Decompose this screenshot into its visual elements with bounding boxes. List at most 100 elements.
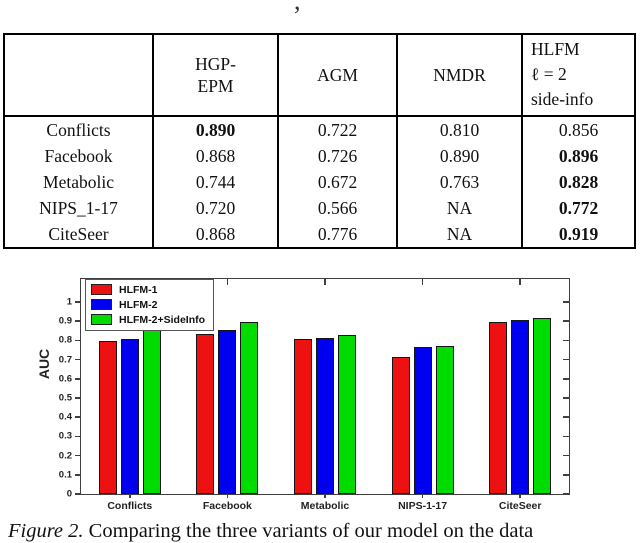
cell-value: 0.722 <box>277 117 396 143</box>
cell-value: 0.810 <box>396 117 521 143</box>
x-tick-label: Conflicts <box>107 500 153 512</box>
y-tick-label: 0.5 <box>58 392 72 404</box>
bar-hlfm-2 <box>511 320 530 494</box>
y-tick-right <box>563 339 569 342</box>
cell-value: 0.566 <box>277 195 396 221</box>
y-tick-right <box>563 416 569 418</box>
header-line: NMDR <box>433 65 486 85</box>
bar-group-citeseer <box>489 317 552 494</box>
header-line: ℓ = 2 <box>531 64 567 84</box>
x-tick-top <box>324 279 326 285</box>
bar-hlfm-1 <box>294 339 312 494</box>
bar-hlfm-2+sideinfo <box>142 329 161 494</box>
cell-value: NA <box>396 221 521 247</box>
y-tick-label: 0.1 <box>58 469 72 481</box>
y-tick-label: 0 <box>66 488 72 500</box>
y-tick-left <box>75 320 81 322</box>
y-tick-label: 0.3 <box>58 430 72 442</box>
y-tick-label: 1 <box>66 296 72 308</box>
bar-hlfm-1 <box>391 357 410 494</box>
bar-hlfm-2+sideinfo <box>533 317 552 494</box>
legend-swatch <box>91 284 112 295</box>
legend-label: HLFM-1 <box>119 283 158 296</box>
y-tick-right <box>563 320 569 322</box>
x-tick-label: NIPS-1-17 <box>398 500 448 512</box>
x-tick-label: CiteSeer <box>498 500 542 512</box>
y-tick-right <box>563 397 569 399</box>
header-line: EPM <box>197 76 234 96</box>
y-tick-right <box>563 493 569 495</box>
x-tick-bottom <box>324 494 326 498</box>
y-tick-left <box>75 416 81 418</box>
legend-item: HLFM-2 <box>91 298 205 311</box>
y-tick-label: 0.4 <box>58 411 72 423</box>
bar-hlfm-1 <box>98 341 117 494</box>
caption-figure-number: Figure 2. <box>8 520 84 542</box>
table-header-row: HGP- EPM AGM NMDR HLFM ℓ = 2 side-info <box>5 35 634 117</box>
header-line: AGM <box>317 65 358 85</box>
y-tick-label: 0.8 <box>58 334 72 346</box>
cell-value: 0.868 <box>152 143 277 169</box>
x-tick-bottom <box>519 494 521 498</box>
y-tick-right <box>563 358 569 361</box>
y-tick-label: 0.6 <box>58 373 72 385</box>
cell-value: 0.896 <box>521 143 634 169</box>
y-axis-label: AUC <box>36 348 52 380</box>
caption-text: Comparing the three variants of our mode… <box>83 520 534 542</box>
cutoff-text-fragment: , <box>294 0 301 15</box>
y-tick-left <box>75 454 81 457</box>
y-tick-label: 0.7 <box>58 354 72 366</box>
y-tick-left <box>75 378 81 380</box>
cell-value: 0.726 <box>277 143 396 169</box>
y-tick-left <box>75 435 81 438</box>
bar-group-metabolic <box>294 335 356 494</box>
cell-value: 0.890 <box>396 143 521 169</box>
x-tick-top <box>226 279 229 285</box>
x-tick-top <box>519 279 521 285</box>
row-label: Conflicts <box>46 120 111 140</box>
bar-hlfm-2 <box>316 338 334 494</box>
bar-group-facebook <box>196 322 259 494</box>
results-table: HGP- EPM AGM NMDR HLFM ℓ = 2 side-info C… <box>3 33 636 249</box>
bar-hlfm-1 <box>196 333 215 494</box>
cell-value: 0.828 <box>521 169 634 195</box>
header-line: side-info <box>531 89 594 109</box>
y-tick-left <box>75 397 81 399</box>
table-header-nmdr: NMDR <box>396 35 521 115</box>
x-tick-bottom <box>226 494 229 498</box>
row-label: NIPS_1-17 <box>39 198 118 218</box>
chart-legend: HLFM-1 HLFM-2 HLFM-2+SideInfo <box>85 279 215 331</box>
cell-value: 0.720 <box>152 195 277 221</box>
cell-value: NA <box>396 195 521 221</box>
x-tick-label: Metabolic <box>300 500 350 512</box>
header-line: HLFM <box>531 39 580 59</box>
bar-group-conflicts <box>98 329 161 494</box>
y-tick-right <box>563 474 569 476</box>
table-header-hlfm: HLFM ℓ = 2 side-info <box>521 35 634 115</box>
bar-hlfm-2+sideinfo <box>240 322 259 494</box>
x-tick-bottom <box>421 494 424 498</box>
cell-value: 0.763 <box>396 169 521 195</box>
row-label: Metabolic <box>43 172 114 192</box>
y-tick-label: 0.2 <box>58 450 72 462</box>
y-tick-left <box>75 493 81 495</box>
bar-hlfm-2+sideinfo <box>338 335 356 494</box>
legend-label: HLFM-2+SideInfo <box>119 313 206 326</box>
y-tick-left <box>75 339 81 342</box>
y-tick-left <box>75 474 81 476</box>
legend-swatch <box>91 314 112 325</box>
cell-value: 0.919 <box>521 221 634 247</box>
x-tick-label: Facebook <box>202 500 252 512</box>
table-row: CiteSeer 0.868 0.776 NA 0.919 <box>5 221 634 247</box>
table-row: NIPS_1-17 0.720 0.566 NA 0.772 <box>5 195 634 221</box>
bar-hlfm-2+sideinfo <box>435 345 454 494</box>
legend-item: HLFM-2+SideInfo <box>91 313 205 326</box>
table-header-hgp-epm: HGP- EPM <box>152 35 277 115</box>
legend-swatch <box>91 299 112 310</box>
x-tick-bottom <box>129 494 131 498</box>
y-tick-right <box>563 454 569 457</box>
header-line: HGP- <box>195 54 236 74</box>
table-row: Facebook 0.868 0.726 0.890 0.896 <box>5 143 634 169</box>
bar-hlfm-2 <box>120 338 139 494</box>
y-tick-label: 0.9 <box>58 315 72 327</box>
